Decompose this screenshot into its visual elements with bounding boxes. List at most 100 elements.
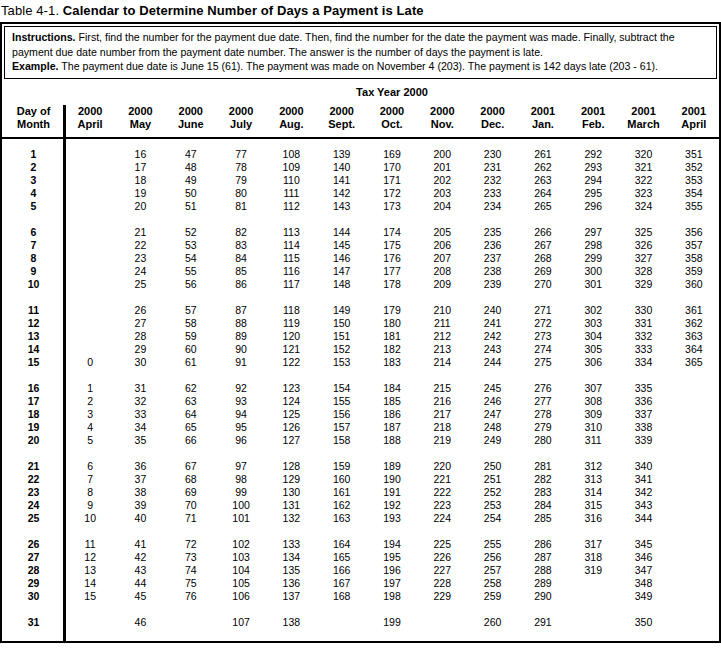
- month-header-name: June: [166, 118, 216, 131]
- day-number-cell: 355: [669, 200, 719, 213]
- day-number-cell: 208: [417, 265, 467, 278]
- month-header-year: 2000: [417, 105, 467, 118]
- day-of-month-cell: 28: [2, 564, 65, 577]
- month-header-cell: 2000May: [115, 105, 165, 131]
- month-values: 134374104135166196227257288319347: [65, 564, 719, 577]
- day-of-month-cell: 20: [2, 434, 65, 447]
- day-number-cell: 244: [467, 356, 517, 369]
- month-headers: 2000April2000May2000June2000July2000Aug.…: [65, 105, 719, 131]
- day-number-cell: 251: [467, 473, 517, 486]
- day-number-cell: [65, 278, 115, 291]
- day-number-cell: 198: [367, 590, 417, 603]
- day-number-cell: 291: [518, 616, 568, 629]
- day-number-cell: 83: [216, 239, 266, 252]
- day-number-cell: 17: [115, 161, 165, 174]
- month-values: 46107138199260291350: [65, 616, 719, 629]
- table-row: 3146107138199260291350: [2, 616, 719, 629]
- day-number-cell: 28: [115, 330, 165, 343]
- day-number-cell: 285: [518, 512, 568, 525]
- day-number-cell: [669, 382, 719, 395]
- day-number-cell: 77: [216, 148, 266, 161]
- day-number-cell: 210: [417, 304, 467, 317]
- day-number-cell: 104: [216, 564, 266, 577]
- day-number-cell: 340: [618, 460, 668, 473]
- row-group: 6215282113144174205235266297325356722538…: [2, 226, 719, 291]
- day-number-cell: 85: [216, 265, 266, 278]
- day-number-cell: [669, 564, 719, 577]
- day-number-cell: 213: [417, 343, 467, 356]
- day-of-month-cell: 23: [2, 486, 65, 499]
- month-header-cell: 2000Aug.: [266, 105, 316, 131]
- month-values: 144475105136167197228258289348: [65, 577, 719, 590]
- month-values: 265787118149179210240271302330361: [65, 304, 719, 317]
- day-number-cell: 136: [266, 577, 316, 590]
- month-header-year: 2000: [467, 105, 517, 118]
- day-number-cell: 117: [266, 278, 316, 291]
- day-number-cell: 23: [115, 252, 165, 265]
- day-number-cell: 93: [216, 395, 266, 408]
- table-row: 238386999130161191222252283314342: [2, 486, 719, 499]
- table-row: 7225383114145175206236267298326357: [2, 239, 719, 252]
- day-number-cell: 111: [266, 187, 316, 200]
- day-number-cell: 56: [166, 278, 216, 291]
- day-number-cell: 105: [216, 577, 266, 590]
- month-values: 2326393124155185216246277308336: [65, 395, 719, 408]
- day-number-cell: 222: [417, 486, 467, 499]
- day-number-cell: 332: [618, 330, 668, 343]
- day-number-cell: 313: [568, 473, 618, 486]
- month-header-name: Dec.: [467, 118, 517, 131]
- day-number-cell: 139: [317, 148, 367, 161]
- day-number-cell: 2: [65, 395, 115, 408]
- day-number-cell: 7: [65, 473, 115, 486]
- table-row: 194346595126157187218248279310338: [2, 421, 719, 434]
- day-number-cell: 148: [317, 278, 367, 291]
- day-number-cell: [65, 317, 115, 330]
- day-number-cell: 295: [568, 187, 618, 200]
- row-group: 1613162921231541842152452763073351723263…: [2, 382, 719, 447]
- day-number-cell: 363: [669, 330, 719, 343]
- month-header-cell: 2000Dec.: [467, 105, 517, 131]
- day-number-cell: 27: [115, 317, 165, 330]
- day-number-cell: 99: [216, 486, 266, 499]
- day-number-cell: 186: [367, 408, 417, 421]
- day-number-cell: 321: [618, 161, 668, 174]
- day-number-cell: 331: [618, 317, 668, 330]
- day-number-cell: 113: [266, 226, 316, 239]
- day-number-cell: 223: [417, 499, 467, 512]
- day-number-cell: 42: [115, 551, 165, 564]
- day-number-cell: 151: [317, 330, 367, 343]
- day-number-cell: 30: [115, 356, 165, 369]
- day-number-cell: 39: [115, 499, 165, 512]
- month-values: 245585116147177208238269300328359: [65, 265, 719, 278]
- day-number-cell: 51: [166, 200, 216, 213]
- day-number-cell: 312: [568, 460, 618, 473]
- day-number-cell: 307: [568, 382, 618, 395]
- day-number-cell: [65, 187, 115, 200]
- month-header-name: March: [618, 118, 668, 131]
- month-values: 184979110141171202232263294322353: [65, 174, 719, 187]
- table-title-prefix: Table 4-1.: [1, 3, 59, 18]
- day-number-cell: 248: [467, 421, 517, 434]
- day-number-cell: 145: [317, 239, 367, 252]
- day-number-cell: 192: [367, 499, 417, 512]
- day-number-cell: [669, 434, 719, 447]
- day-number-cell: 15: [65, 590, 115, 603]
- day-number-cell: 107: [216, 616, 266, 629]
- day-number-cell: 20: [115, 200, 165, 213]
- day-of-month-cell: 14: [2, 343, 65, 356]
- day-number-cell: [417, 616, 467, 629]
- day-number-cell: 124: [266, 395, 316, 408]
- day-number-cell: 46: [115, 616, 165, 629]
- table-row: 13285989120151181212242273304332363: [2, 330, 719, 343]
- month-values: 215282113144174205235266297325356: [65, 226, 719, 239]
- day-number-cell: 181: [367, 330, 417, 343]
- day-number-cell: 259: [467, 590, 517, 603]
- day-number-cell: 245: [467, 382, 517, 395]
- table-row: 14296090121152182213243274305333364: [2, 343, 719, 356]
- day-number-cell: [669, 577, 719, 590]
- month-header-name: Jan.: [518, 118, 568, 131]
- day-number-cell: 263: [518, 174, 568, 187]
- day-number-cell: 133: [266, 538, 316, 551]
- day-of-month-cell: 15: [2, 356, 65, 369]
- day-number-cell: 203: [417, 187, 467, 200]
